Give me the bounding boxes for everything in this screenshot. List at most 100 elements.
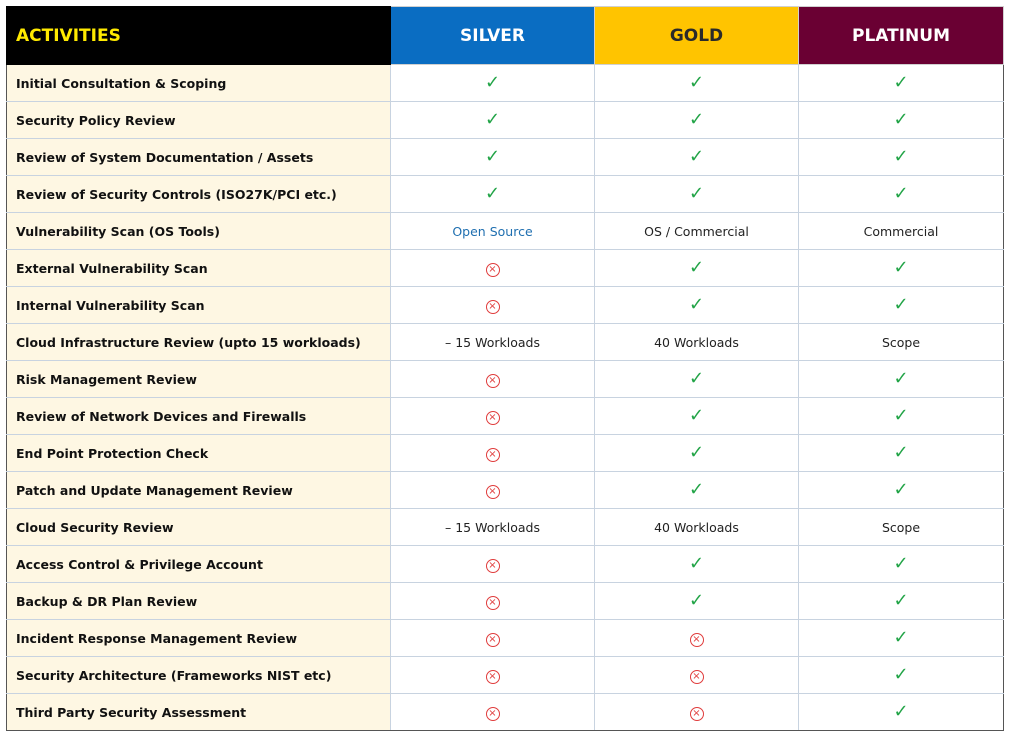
checkmark-icon: ✓ — [893, 442, 909, 463]
cross-circle-icon: × — [689, 669, 704, 684]
cross-circle-icon: × — [485, 373, 500, 388]
platinum-cell: ✓ — [798, 286, 1004, 324]
silver-cell: × — [390, 434, 595, 472]
activity-label: Access Control & Privilege Account — [6, 545, 391, 583]
checkmark-icon: ✓ — [893, 405, 909, 426]
platinum-cell: ✓ — [798, 545, 1004, 583]
tier-value-text: Scope — [881, 519, 921, 535]
gold-cell: 40 Workloads — [594, 508, 799, 546]
checkmark-icon: ✓ — [484, 183, 501, 204]
cross-circle-icon: × — [689, 706, 704, 721]
table-body: Initial Consultation & Scoping ✓ ✓ ✓ Securit… — [6, 64, 1004, 731]
platinum-cell: ✓ — [798, 656, 1004, 694]
activity-label: Review of Security Controls (ISO27K/PCI … — [6, 175, 391, 213]
table-row: External Vulnerability Scan × ✓ ✓ — [6, 249, 1004, 287]
checkmark-icon: ✓ — [893, 664, 909, 685]
platinum-cell: ✓ — [798, 101, 1004, 139]
gold-cell: ✓ — [594, 64, 799, 102]
checkmark-icon: ✓ — [893, 479, 909, 500]
checkmark-icon: ✓ — [893, 183, 909, 204]
activity-label: Backup & DR Plan Review — [6, 582, 391, 620]
checkmark-icon: ✓ — [688, 146, 705, 167]
tier-value-text: 40 Workloads — [654, 519, 739, 535]
tier-value-text: Scope — [881, 334, 921, 350]
gold-cell: ✓ — [594, 138, 799, 176]
silver-cell: × — [390, 286, 595, 324]
silver-cell: × — [390, 545, 595, 583]
checkmark-icon: ✓ — [688, 109, 705, 130]
checkmark-icon: ✓ — [484, 72, 501, 93]
checkmark-icon: ✓ — [893, 257, 909, 278]
silver-cell: – 15 Workloads — [390, 323, 595, 361]
checkmark-icon: ✓ — [893, 553, 909, 574]
platinum-cell: ✓ — [798, 434, 1004, 472]
platinum-cell: ✓ — [798, 619, 1004, 657]
silver-cell: × — [390, 582, 595, 620]
table-row: Backup & DR Plan Review × ✓ ✓ — [6, 582, 1004, 620]
checkmark-icon: ✓ — [893, 294, 909, 315]
tier-value-text: Commercial — [863, 223, 939, 239]
silver-cell: Open Source — [390, 212, 595, 250]
tier-value-text: – 15 Workloads — [445, 519, 540, 535]
silver-cell: × — [390, 360, 595, 398]
table-row: End Point Protection Check × ✓ ✓ — [6, 434, 1004, 472]
cross-circle-icon: × — [689, 632, 704, 647]
activity-label: Patch and Update Management Review — [6, 471, 391, 509]
checkmark-icon: ✓ — [688, 590, 705, 611]
activity-label: Review of System Documentation / Assets — [6, 138, 391, 176]
checkmark-icon: ✓ — [688, 257, 705, 278]
cross-circle-icon: × — [485, 632, 500, 647]
gold-cell: 40 Workloads — [594, 323, 799, 361]
gold-cell: × — [594, 656, 799, 694]
activity-label: External Vulnerability Scan — [6, 249, 391, 287]
checkmark-icon: ✓ — [688, 553, 705, 574]
header-row: ACTIVITIES SILVER GOLD PLATINUM — [6, 6, 1004, 65]
gold-cell: OS / Commercial — [594, 212, 799, 250]
checkmark-icon: ✓ — [484, 146, 501, 167]
activity-label: Vulnerability Scan (OS Tools) — [6, 212, 391, 250]
gold-cell: ✓ — [594, 249, 799, 287]
checkmark-icon: ✓ — [484, 109, 501, 130]
silver-cell: × — [390, 471, 595, 509]
silver-cell: × — [390, 619, 595, 657]
table-row: Security Policy Review ✓ ✓ ✓ — [6, 101, 1004, 139]
checkmark-icon: ✓ — [893, 146, 909, 167]
platinum-cell: ✓ — [798, 175, 1004, 213]
checkmark-icon: ✓ — [688, 442, 705, 463]
gold-cell: ✓ — [594, 360, 799, 398]
activity-label: Review of Network Devices and Firewalls — [6, 397, 391, 435]
silver-cell: ✓ — [390, 64, 595, 102]
platinum-cell: ✓ — [798, 360, 1004, 398]
gold-cell: ✓ — [594, 397, 799, 435]
cross-circle-icon: × — [485, 669, 500, 684]
activity-label: Cloud Security Review — [6, 508, 391, 546]
checkmark-icon: ✓ — [893, 701, 909, 722]
platinum-cell: Scope — [798, 508, 1004, 546]
platinum-cell: ✓ — [798, 582, 1004, 620]
gold-cell: ✓ — [594, 286, 799, 324]
checkmark-icon: ✓ — [688, 183, 705, 204]
silver-cell: ✓ — [390, 138, 595, 176]
table-row: Initial Consultation & Scoping ✓ ✓ ✓ — [6, 64, 1004, 102]
cross-circle-icon: × — [485, 484, 500, 499]
platinum-cell: Scope — [798, 323, 1004, 361]
platinum-cell: ✓ — [798, 249, 1004, 287]
checkmark-icon: ✓ — [893, 368, 909, 389]
tier-value-text: OS / Commercial — [644, 223, 749, 239]
table-row: Security Architecture (Frameworks NIST e… — [6, 656, 1004, 694]
gold-header: GOLD — [594, 6, 799, 65]
cross-circle-icon: × — [485, 595, 500, 610]
table-row: Vulnerability Scan (OS Tools) Open Source… — [6, 212, 1004, 250]
activity-label: End Point Protection Check — [6, 434, 391, 472]
cross-circle-icon: × — [485, 262, 500, 277]
activity-label: Security Policy Review — [6, 101, 391, 139]
gold-cell: ✓ — [594, 582, 799, 620]
silver-cell: ✓ — [390, 101, 595, 139]
silver-cell: × — [390, 249, 595, 287]
gold-cell: ✓ — [594, 471, 799, 509]
cross-circle-icon: × — [485, 558, 500, 573]
platinum-cell: ✓ — [798, 138, 1004, 176]
checkmark-icon: ✓ — [893, 72, 909, 93]
gold-cell: ✓ — [594, 101, 799, 139]
table-row: Cloud Infrastructure Review (upto 15 wor… — [6, 323, 1004, 361]
